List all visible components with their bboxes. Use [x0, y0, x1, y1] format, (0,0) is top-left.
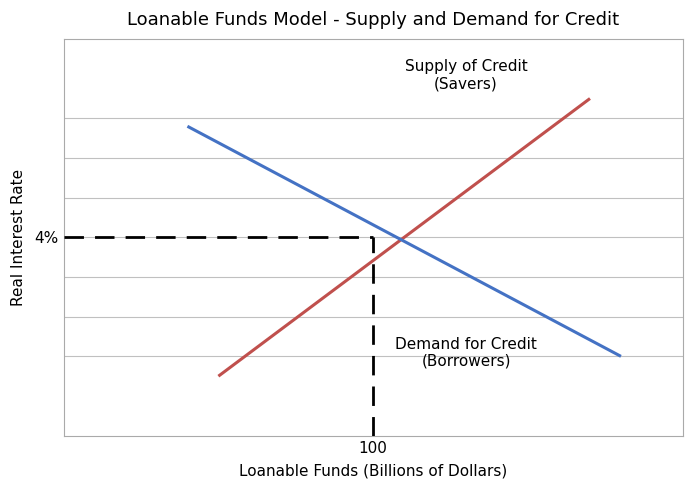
Title: Loanable Funds Model - Supply and Demand for Credit: Loanable Funds Model - Supply and Demand… — [127, 11, 619, 29]
X-axis label: Loanable Funds (Billions of Dollars): Loanable Funds (Billions of Dollars) — [239, 464, 507, 479]
Text: Supply of Credit
(Savers): Supply of Credit (Savers) — [405, 59, 527, 91]
Text: Demand for Credit
(Borrowers): Demand for Credit (Borrowers) — [395, 337, 537, 369]
Y-axis label: Real Interest Rate: Real Interest Rate — [11, 169, 26, 306]
